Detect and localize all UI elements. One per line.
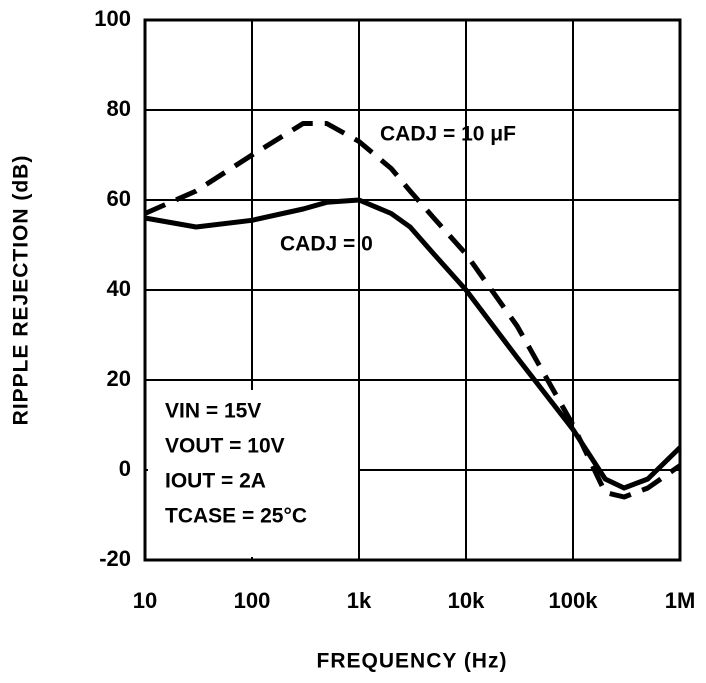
series-label: CADJ = 0 [280, 233, 373, 256]
annotation-box [148, 390, 358, 557]
y-tick-label: 60 [107, 186, 131, 211]
x-tick-label: 100k [549, 588, 599, 613]
annotation: TCASE = 25°C [165, 505, 307, 528]
annotation: IOUT = 2A [165, 470, 266, 493]
x-tick-label: 1k [347, 588, 372, 613]
x-axis-title: FREQUENCY (Hz) [317, 650, 508, 673]
x-tick-label: 10k [448, 588, 485, 613]
annotation: VIN = 15V [165, 400, 261, 423]
annotation: VOUT = 10V [165, 435, 285, 458]
series-line [144, 197, 682, 491]
y-tick-label: 80 [107, 96, 131, 121]
y-tick-label: 20 [107, 366, 131, 391]
y-axis-title: RIPPLE REJECTION (dB) [10, 155, 33, 426]
x-tick-label: 1M [665, 588, 696, 613]
y-tick-label: 40 [107, 276, 131, 301]
series-label: CADJ = 10 μF [380, 123, 516, 146]
y-tick-label: 100 [94, 6, 131, 31]
y-tick-label: -20 [99, 546, 131, 571]
series-line [143, 121, 682, 500]
plot-frame [143, 18, 682, 562]
x-tick-label: 100 [234, 588, 271, 613]
y-tick-label: 0 [119, 456, 131, 481]
x-tick-label: 10 [133, 588, 157, 613]
